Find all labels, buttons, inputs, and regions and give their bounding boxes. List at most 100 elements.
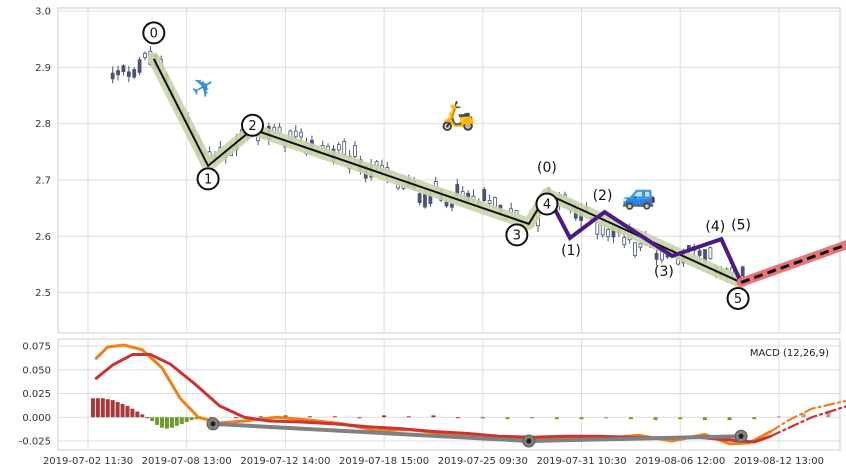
macd-histogram-bar xyxy=(120,403,125,418)
macd-histogram-bar xyxy=(164,417,169,429)
price-y-tick-label: 2.7 xyxy=(35,175,51,186)
macd-histogram-bar xyxy=(189,417,194,421)
candle-body xyxy=(654,252,659,260)
candle-body xyxy=(622,236,627,246)
macd-histogram xyxy=(90,398,831,429)
wave-point-circle xyxy=(535,192,559,216)
price-y-tick-label: 2.6 xyxy=(35,232,51,243)
macd-histogram-bar xyxy=(554,417,559,420)
macd-histogram-bar xyxy=(140,414,145,418)
macd-histogram-bar xyxy=(653,417,658,421)
candle-body xyxy=(450,203,454,208)
macd-y-tick-label: 0.050 xyxy=(22,365,51,376)
main-wave xyxy=(147,52,748,289)
macd-y-tick-label: -0.025 xyxy=(19,437,51,448)
candle-body xyxy=(417,193,422,203)
macd-histogram-bar xyxy=(308,416,313,418)
macd-histogram-bar xyxy=(801,413,806,418)
macd-histogram-bar xyxy=(628,417,633,420)
macd-y-ticks: 0.075 0.050 0.025 0.000 -0.025 xyxy=(19,342,51,448)
macd-histogram-bar xyxy=(100,398,105,418)
wave-point-label: 0 xyxy=(150,26,158,41)
x-tick-label: 2019-07-12 14:00 xyxy=(240,456,330,467)
wave-point-4: 4 xyxy=(535,192,559,216)
macd-histogram-bar xyxy=(95,398,100,418)
sub-wave-label: (5) xyxy=(731,217,751,233)
sub-wave-label: (2) xyxy=(593,188,613,204)
macd-histogram-bar xyxy=(776,416,781,418)
price-y-tick-label: 2.9 xyxy=(35,63,51,74)
candle-body xyxy=(697,250,702,256)
candle-body xyxy=(336,144,341,151)
macd-histogram-bar xyxy=(125,405,130,418)
candle-body xyxy=(444,201,449,207)
macd-histogram-bar xyxy=(332,416,337,418)
macd-marker-inner xyxy=(526,438,532,444)
x-ticks: 2019-07-02 11:30 2019-07-08 13:00 2019-07-… xyxy=(43,456,824,467)
candle-body xyxy=(293,130,298,138)
projection-line xyxy=(740,243,846,284)
price-panel: 3.02.92.82.72.62.5 ✈🛵🚙 012345(0)(1)(2)(3… xyxy=(35,7,846,334)
x-tick-label: 2019-07-08 13:00 xyxy=(142,456,232,467)
macd-histogram-bar xyxy=(530,417,535,419)
candle-body xyxy=(342,140,347,156)
candle-body xyxy=(595,222,600,235)
candle-body xyxy=(137,59,142,73)
sub-wave-label: (3) xyxy=(654,264,674,280)
macd-histogram-bar xyxy=(480,417,485,419)
macd-title: MACD (12,26,9) xyxy=(750,348,829,359)
candle-body xyxy=(126,71,131,77)
candle-body xyxy=(353,145,357,158)
macd-line-3 xyxy=(769,405,846,438)
x-tick-label: 2019-07-31 10:30 xyxy=(536,456,626,467)
price-y-tick-label: 2.5 xyxy=(35,288,51,299)
wave-point-2: 2 xyxy=(241,113,264,137)
macd-markers xyxy=(206,417,748,448)
macd-histogram-bar xyxy=(194,417,199,420)
x-tick-label: 2019-08-12 13:00 xyxy=(734,456,824,467)
macd-histogram-bar xyxy=(174,417,179,426)
macd-line-0 xyxy=(94,343,773,446)
macd-histogram-bar xyxy=(234,417,239,419)
sub-wave-label: (0) xyxy=(537,160,557,176)
macd-histogram-bar xyxy=(90,398,95,418)
macd-histogram-bar xyxy=(283,415,288,418)
price-plot-area xyxy=(57,7,841,334)
macd-histogram-bar xyxy=(135,411,140,418)
wave-point-label: 4 xyxy=(543,198,551,213)
wave-labels: 0 1 2 3 4 5 (0) (1) (2) (3) (4) (5) xyxy=(142,21,751,310)
sub-wave-label: (1) xyxy=(561,243,581,259)
wave-point-circle xyxy=(505,223,529,247)
wave-point-label: 5 xyxy=(734,292,742,307)
macd-histogram-bar xyxy=(702,417,707,421)
candle-body xyxy=(143,52,147,58)
wave-point-label: 1 xyxy=(204,172,212,187)
x-tick-label: 2019-08-06 12:00 xyxy=(635,456,725,467)
sub-wave-line xyxy=(545,193,743,284)
macd-histogram-bar xyxy=(155,417,160,425)
sub-wave-label: (4) xyxy=(705,219,725,235)
candle-body xyxy=(606,229,610,237)
candle-body xyxy=(132,69,137,78)
wave-point-circle xyxy=(142,21,166,45)
candle-body xyxy=(482,189,487,202)
x-tick-label: 2019-07-18 15:00 xyxy=(339,456,429,467)
macd-marker-inner xyxy=(210,421,216,427)
macd-histogram-bar xyxy=(258,416,263,418)
macd-histogram-bar xyxy=(505,417,510,420)
macd-histogram-bar xyxy=(160,417,165,428)
wave-point-circle xyxy=(196,167,220,191)
macd-histogram-bar xyxy=(150,417,155,422)
candle-body xyxy=(116,70,120,76)
macd-histogram-bar xyxy=(110,400,115,418)
x-tick-label: 2019-07-02 11:30 xyxy=(43,456,133,467)
price-y-tick-label: 2.8 xyxy=(35,119,51,130)
macd-y-tick-label: 0.025 xyxy=(22,389,51,400)
macd-histogram-bar xyxy=(678,417,683,420)
macd-line-1 xyxy=(769,399,846,433)
wave-point-circle xyxy=(241,113,264,137)
candle-body xyxy=(423,193,427,208)
macd-histogram-bar xyxy=(826,411,831,418)
wave-point-label: 3 xyxy=(513,228,521,243)
